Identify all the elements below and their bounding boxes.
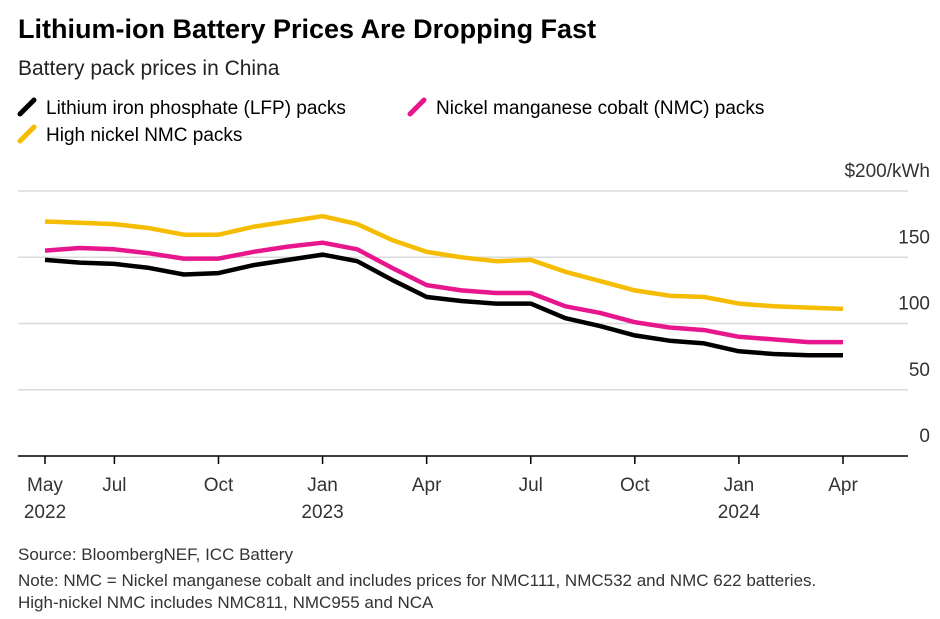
x-tick-label: Jul [518,475,543,496]
x-tick-label: Jan 2024 [717,475,761,523]
x-tick-label: Apr [411,475,442,496]
note: Note: NMC = Nickel manganese cobalt and … [18,571,817,612]
y-tick-label: 50 [909,360,930,381]
x-tick-label: May 2022 [23,475,67,523]
y-tick-label: 100 [898,294,930,315]
legend-swatch [17,97,37,117]
line-series [44,213,844,312]
legend-label: High nickel NMC packs [46,125,242,146]
y-tick-label: 0 [919,426,930,447]
legend-label: Nickel manganese cobalt (NMC) packs [436,98,764,119]
legend-swatch [17,124,37,144]
x-tick-label: Jul [102,475,127,496]
x-tick-label: Apr [828,475,858,496]
legend-label: Lithium iron phosphate (LFP) packs [46,98,346,119]
source: Source: BloombergNEF, ICC Battery [18,545,293,564]
legend-swatch [407,97,427,117]
x-tick-label: Oct [203,475,234,496]
x-tick-label: Oct [620,475,650,496]
chart-title: Lithium-ion Battery Prices Are Dropping … [18,14,597,44]
y-tick-label: $200/kWh [844,161,930,182]
line-series [44,240,843,345]
x-tick-label: Jan 2023 [301,475,344,523]
y-tick-label: 150 [898,227,930,248]
line-series [44,252,843,358]
chart-subtitle: Battery pack prices in China [18,57,280,80]
